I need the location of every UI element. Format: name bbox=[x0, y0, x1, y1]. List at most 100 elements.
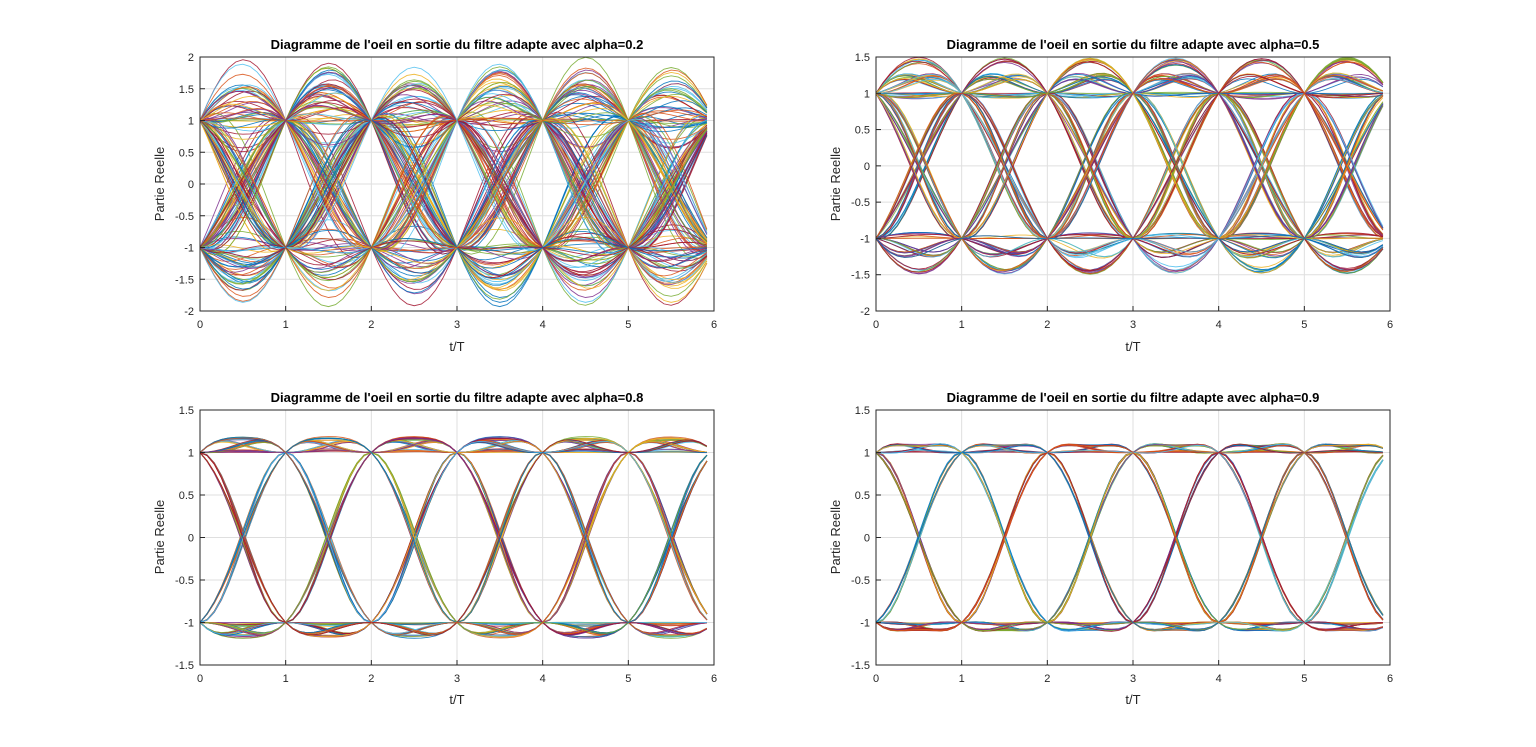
eye-trace bbox=[876, 76, 1383, 239]
eye-trace bbox=[200, 452, 708, 636]
ticks: 0 1 2 3 4 5 6 -1.5 -1 -0.5 0 0.5 1 1.5 bbox=[851, 405, 1393, 685]
eye-trace bbox=[876, 452, 1384, 631]
eye-trace bbox=[200, 437, 708, 636]
eye-trace bbox=[876, 444, 1384, 623]
eye-trace bbox=[200, 437, 708, 636]
eye-trace bbox=[876, 452, 1383, 631]
eye-trace bbox=[200, 440, 708, 638]
eye-trace bbox=[200, 440, 708, 621]
eye-trace bbox=[200, 452, 708, 636]
eye-trace bbox=[200, 452, 708, 636]
eye-trace bbox=[200, 438, 708, 634]
eye-trace bbox=[876, 452, 1384, 632]
eye-trace bbox=[876, 444, 1384, 623]
x-tick-label: 4 bbox=[540, 673, 546, 685]
eye-trace bbox=[200, 452, 708, 634]
traces bbox=[876, 443, 1384, 632]
eye-trace bbox=[200, 439, 708, 639]
eye-trace bbox=[200, 439, 708, 623]
eye-trace bbox=[876, 452, 1383, 631]
eye-trace bbox=[876, 444, 1384, 623]
eye-trace bbox=[200, 438, 707, 636]
eye-trace bbox=[200, 441, 707, 638]
eye-trace bbox=[200, 441, 708, 623]
subplot-title: Diagramme de l'oeil en sortie du filtre … bbox=[271, 37, 644, 52]
eye-trace bbox=[200, 437, 707, 635]
y-tick-label: -1 bbox=[184, 243, 194, 255]
y-tick-label: 2 bbox=[188, 52, 194, 64]
eye-trace bbox=[200, 84, 708, 251]
eye-trace bbox=[876, 74, 1384, 239]
grid bbox=[199, 409, 715, 666]
eye-trace bbox=[876, 452, 1384, 632]
eye-trace bbox=[200, 439, 708, 637]
eye-trace bbox=[876, 452, 1383, 631]
x-tick-label: 0 bbox=[873, 673, 879, 685]
eye-trace bbox=[200, 437, 708, 635]
eye-trace bbox=[200, 436, 708, 635]
y-tick-label: -1.5 bbox=[175, 274, 194, 286]
eye-trace bbox=[200, 452, 708, 636]
eye-trace bbox=[876, 452, 1384, 632]
eye-trace bbox=[876, 452, 1383, 631]
eye-trace bbox=[200, 452, 707, 634]
y-axis-label: Partie Reelle bbox=[152, 147, 167, 221]
eye-trace bbox=[876, 92, 1384, 256]
eye-trace bbox=[876, 445, 1383, 623]
eye-trace bbox=[200, 452, 708, 635]
x-tick-label: 3 bbox=[1130, 319, 1136, 331]
eye-trace bbox=[876, 59, 1384, 239]
eye-trace bbox=[200, 439, 708, 623]
x-axis-label: t/T bbox=[1125, 339, 1140, 354]
eye-trace bbox=[876, 444, 1384, 631]
eye-trace bbox=[200, 452, 708, 634]
eye-trace bbox=[200, 441, 708, 623]
eye-trace bbox=[200, 452, 708, 634]
y-tick-label: 1.5 bbox=[179, 405, 194, 417]
eye-trace bbox=[200, 438, 708, 636]
eye-trace bbox=[200, 439, 708, 637]
eye-trace bbox=[876, 452, 1384, 631]
x-tick-label: 5 bbox=[1301, 319, 1307, 331]
eye-trace bbox=[200, 439, 708, 623]
eye-trace bbox=[200, 436, 708, 635]
eye-trace bbox=[876, 93, 1383, 255]
eye-trace bbox=[200, 441, 708, 623]
eye-trace bbox=[876, 92, 1384, 275]
x-tick-label: 2 bbox=[1044, 319, 1050, 331]
eye-trace bbox=[200, 440, 708, 623]
eye-trace bbox=[876, 452, 1383, 631]
y-tick-label: -2 bbox=[184, 306, 194, 318]
eye-trace bbox=[200, 452, 708, 635]
eye-trace bbox=[200, 439, 708, 623]
eye-trace bbox=[876, 444, 1384, 623]
subplot-title: Diagramme de l'oeil en sortie du filtre … bbox=[947, 390, 1320, 405]
eye-trace bbox=[200, 439, 708, 634]
eye-trace bbox=[876, 452, 1384, 632]
y-tick-label: 0 bbox=[864, 533, 870, 545]
eye-trace bbox=[876, 445, 1384, 623]
x-tick-label: 1 bbox=[283, 319, 289, 331]
eye-trace bbox=[200, 452, 708, 636]
y-tick-label: -1.5 bbox=[175, 660, 194, 672]
x-tick-label: 0 bbox=[873, 319, 879, 331]
eye-trace bbox=[200, 452, 708, 634]
eye-trace bbox=[876, 452, 1384, 632]
eye-trace bbox=[876, 452, 1384, 631]
eye-trace bbox=[876, 235, 1384, 259]
eye-trace bbox=[876, 75, 1383, 258]
x-tick-label: 3 bbox=[1130, 673, 1136, 685]
eye-trace bbox=[200, 439, 708, 623]
subplot-alpha-05: Diagramme de l'oeil en sortie du filtre … bbox=[828, 37, 1393, 354]
eye-trace bbox=[876, 452, 1383, 631]
eye-trace bbox=[200, 439, 708, 637]
eye-trace bbox=[200, 452, 707, 634]
eye-trace bbox=[876, 452, 1383, 631]
ticks: 0 1 2 3 4 5 6 -2 -1.5 -1 -0.5 0 0.5 1 1.5 2 bbox=[175, 52, 717, 331]
x-tick-label: 1 bbox=[959, 319, 965, 331]
eye-trace bbox=[876, 452, 1384, 631]
eye-trace bbox=[200, 452, 707, 635]
y-tick-label: -0.5 bbox=[175, 211, 194, 223]
eye-trace bbox=[200, 438, 708, 634]
eye-trace bbox=[876, 452, 1384, 632]
